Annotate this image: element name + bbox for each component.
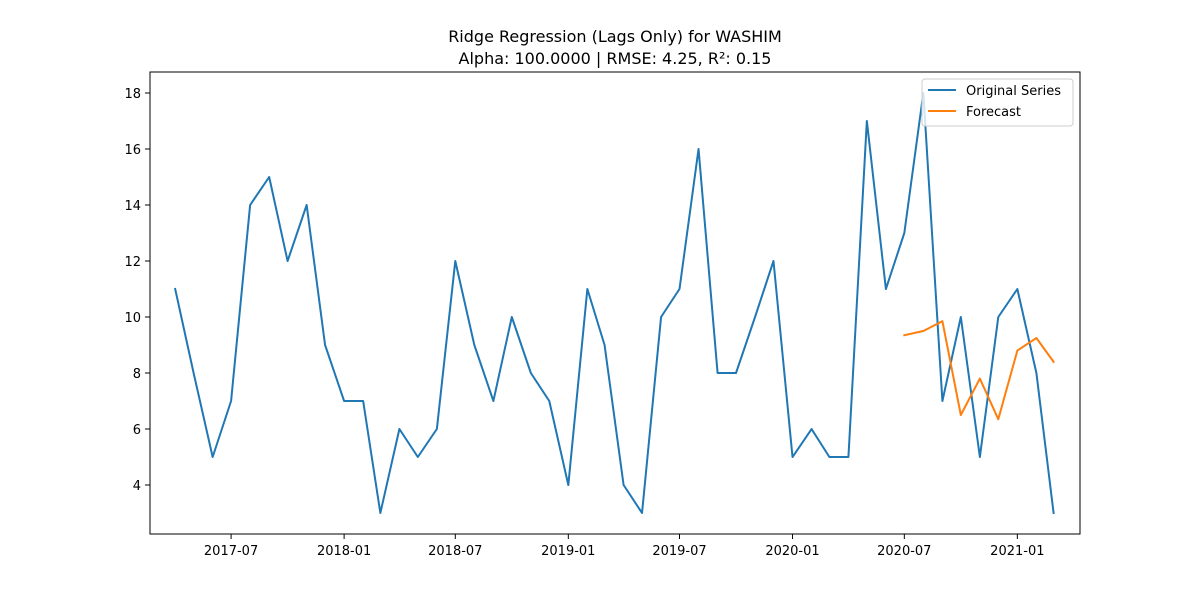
x-tick-label: 2021-01	[990, 544, 1044, 559]
x-tick-label: 2017-07	[204, 544, 258, 559]
series-line-original-series	[173, 92, 1055, 515]
series-line-forecast	[903, 320, 1055, 421]
y-tick-label: 6	[133, 423, 141, 438]
x-tick-label: 2018-01	[317, 544, 371, 559]
legend-box	[921, 78, 1074, 127]
legend: Original Series Forecast	[921, 78, 1074, 127]
chart-subtitle: Alpha: 100.0000 | RMSE: 4.25, R²: 0.15	[459, 49, 772, 68]
x-tick-label: 2020-01	[765, 544, 819, 559]
y-axis: 4 6 8 10 12 14 16 18	[124, 87, 150, 494]
chart-title: Ridge Regression (Lags Only) for WASHIM	[448, 27, 782, 46]
series-layer	[173, 92, 1055, 515]
x-axis: 2017-07 2018-01 2018-07 2019-01 2019-07 2020-…	[204, 534, 1045, 559]
y-tick-label: 4	[133, 479, 141, 494]
legend-label-original-series: Original Series	[966, 84, 1061, 99]
y-tick-label: 14	[124, 199, 141, 214]
x-tick-label: 2019-01	[541, 544, 595, 559]
y-tick-label: 18	[124, 87, 141, 102]
y-tick-label: 10	[124, 311, 141, 326]
y-tick-label: 12	[124, 255, 141, 270]
y-tick-label: 16	[124, 143, 141, 158]
legend-label-forecast: Forecast	[966, 105, 1021, 120]
x-tick-label: 2019-07	[652, 544, 706, 559]
y-tick-label: 8	[133, 367, 141, 382]
x-tick-label: 2020-07	[877, 544, 931, 559]
x-tick-label: 2018-07	[428, 544, 482, 559]
plot-frame	[149, 71, 1081, 535]
